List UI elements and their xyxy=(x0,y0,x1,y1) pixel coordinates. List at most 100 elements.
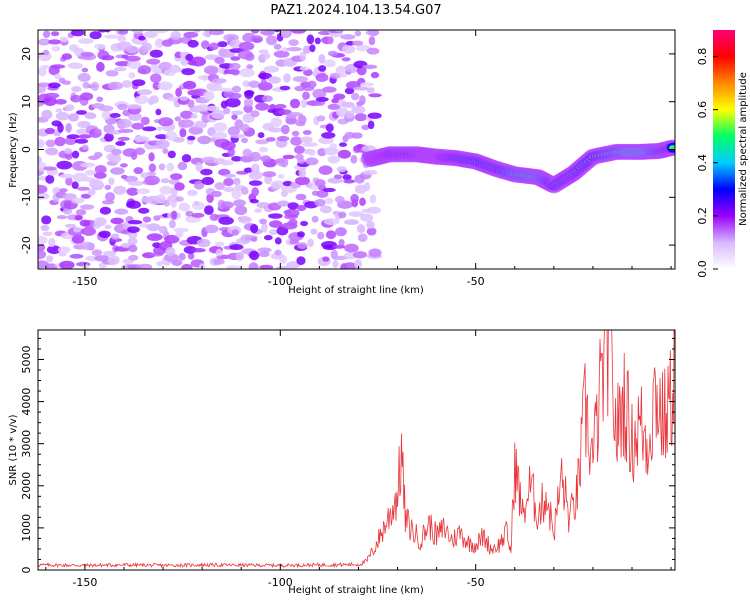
heatmap-noise-cell xyxy=(44,127,55,135)
heatmap-noise-cell xyxy=(354,113,367,122)
heatmap-noise-cell xyxy=(48,82,61,89)
heatmap-noise-cell xyxy=(144,30,158,39)
heatmap-noise-cell xyxy=(345,40,355,46)
heatmap-noise-cell xyxy=(127,60,142,70)
heatmap-noise-cell xyxy=(268,127,283,133)
heatmap-noise-cell xyxy=(314,179,326,188)
snr-y-tick-label: 2000 xyxy=(20,472,33,500)
heatmap-noise-cell xyxy=(90,81,100,91)
heatmap-noise-cell xyxy=(325,230,337,240)
heatmap-noise-cell xyxy=(268,229,278,236)
heatmap-noise-cell xyxy=(159,225,168,234)
snr-x-tick-label: -150 xyxy=(72,576,97,589)
heatmap-noise-cell xyxy=(294,145,305,154)
heatmap-noise-cell xyxy=(229,244,244,251)
heatmap-noise-cell xyxy=(117,136,130,141)
heatmap-noise-cell xyxy=(262,52,271,60)
heatmap-noise-cell xyxy=(128,112,142,121)
heatmap-noise-cell xyxy=(165,131,178,141)
heatmap-track-core xyxy=(669,145,675,151)
figure-title: PAZ1.2024.104.13.54.G07 xyxy=(270,3,441,18)
heatmap-noise-cell xyxy=(41,215,52,225)
heatmap-noise-cell xyxy=(327,103,341,110)
heatmap-noise-cell xyxy=(78,134,92,139)
heatmap-noise-cell xyxy=(338,239,345,246)
heatmap-noise-cell xyxy=(237,50,253,60)
heatmap-noise-cell xyxy=(297,23,307,29)
heatmap-noise-cell xyxy=(137,65,152,75)
heatmap-noise-cell xyxy=(174,182,185,191)
heatmap-noise-cell xyxy=(239,123,250,132)
heatmap-noise-cell xyxy=(81,226,97,236)
heatmap-noise-cell xyxy=(146,58,161,65)
heatmap-noise-cell xyxy=(238,41,255,51)
heatmap-noise-cell xyxy=(120,174,128,179)
heatmap-noise-cell xyxy=(196,238,211,248)
heatmap-noise-cell xyxy=(50,64,66,69)
heatmap-y-tick-label: 20 xyxy=(20,47,33,61)
heatmap-noise-cell xyxy=(111,148,122,156)
heatmap-noise-cell xyxy=(64,147,73,155)
heatmap-noise-cell xyxy=(362,64,378,70)
heatmap-noise-cell xyxy=(96,96,104,103)
heatmap-noise-cell xyxy=(366,206,382,214)
heatmap-noise-cell xyxy=(45,174,55,184)
heatmap-noise-cell xyxy=(169,219,176,229)
heatmap-noise-cell xyxy=(322,86,337,93)
heatmap-noise-cell xyxy=(179,96,189,101)
heatmap-noise-cell xyxy=(136,188,151,194)
heatmap-noise-cell xyxy=(120,163,128,168)
heatmap-noise-cell xyxy=(263,234,273,241)
heatmap-noise-cell xyxy=(156,126,163,132)
heatmap-noise-cell xyxy=(351,132,363,139)
heatmap-noise-cell xyxy=(333,174,343,179)
heatmap-noise-cell xyxy=(94,128,102,134)
heatmap-noise-cell xyxy=(155,194,167,204)
heatmap-noise-cell xyxy=(283,73,291,83)
heatmap-noise-cell xyxy=(322,187,336,193)
heatmap-noise-cell xyxy=(324,59,336,68)
heatmap-noise-cell xyxy=(302,130,312,135)
heatmap-noise-cell xyxy=(109,113,121,118)
heatmap-noise-cell xyxy=(241,186,249,195)
heatmap-noise-cell xyxy=(128,231,138,240)
heatmap-noise-cell xyxy=(79,241,95,251)
heatmap-x-tick-label: -100 xyxy=(268,275,293,288)
heatmap-noise-cell xyxy=(302,91,310,100)
heatmap-noise-cell xyxy=(170,173,183,180)
heatmap-noise-cell xyxy=(255,102,270,111)
heatmap-noise-cell xyxy=(311,215,319,223)
heatmap-noise-cell xyxy=(296,256,306,265)
heatmap-noise-cell xyxy=(359,95,366,106)
heatmap-noise-cell xyxy=(281,47,289,52)
heatmap-noise-cell xyxy=(43,49,50,56)
heatmap-noise-cell xyxy=(187,135,196,141)
heatmap-noise-cell xyxy=(231,189,242,200)
heatmap-noise-cell xyxy=(239,67,255,78)
heatmap-noise-cell xyxy=(254,208,262,213)
heatmap-noise-cell xyxy=(314,37,321,45)
heatmap-noise-cell xyxy=(115,61,131,67)
heatmap-noise-cell xyxy=(104,30,111,33)
heatmap-noise-cell xyxy=(335,65,347,75)
heatmap-noise-cell xyxy=(274,104,287,109)
heatmap-noise-cell xyxy=(276,266,290,269)
heatmap-noise-cell xyxy=(104,133,114,142)
heatmap-noise-cell xyxy=(205,105,220,112)
heatmap-noise-cell xyxy=(213,122,227,132)
heatmap-noise-cell xyxy=(249,199,259,204)
heatmap-noise-cell xyxy=(333,93,346,100)
heatmap-noise-cell xyxy=(42,30,51,38)
heatmap-noise-cell xyxy=(351,105,366,114)
heatmap-noise-cell xyxy=(215,248,223,257)
heatmap-noise-cell xyxy=(107,255,120,266)
heatmap-noise-cell xyxy=(307,80,317,89)
heatmap-noise-cell xyxy=(233,177,241,186)
heatmap-noise-cell xyxy=(38,139,45,148)
heatmap-noise-cell xyxy=(321,132,336,139)
heatmap-noise-cell xyxy=(297,231,305,238)
heatmap-noise-cell xyxy=(40,224,50,232)
heatmap-noise-cell xyxy=(244,90,255,96)
heatmap-noise-cell xyxy=(341,101,355,108)
